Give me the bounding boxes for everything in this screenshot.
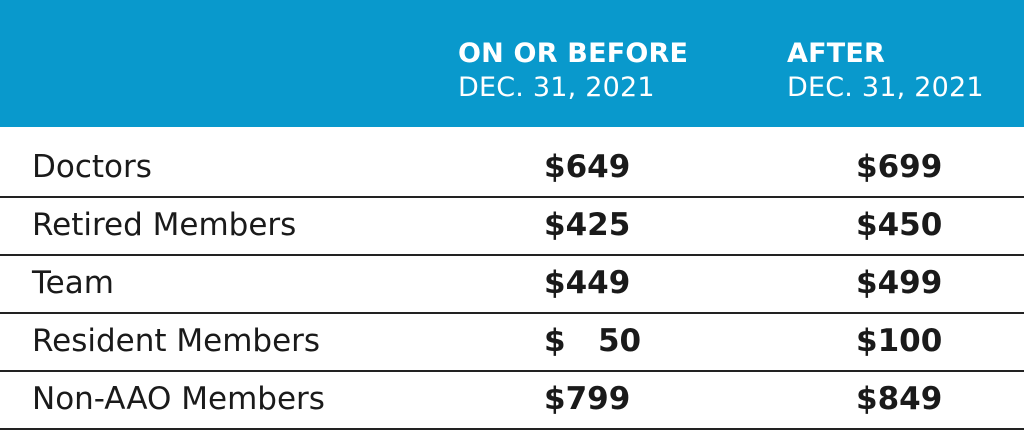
column-header-after-line1: AFTER — [787, 38, 885, 69]
table-row: Team $449 $499 — [0, 254, 1024, 313]
column-header-before-line1: ON OR BEFORE — [458, 38, 689, 69]
row-divider — [0, 428, 1024, 430]
table-row: Non-AAO Members $799 $849 — [0, 370, 1024, 429]
price-before: $425 — [544, 207, 631, 243]
price-before: $449 — [544, 265, 631, 301]
price-after: $849 — [856, 381, 943, 417]
price-before: $ 50 — [544, 323, 642, 359]
price-after: $450 — [856, 207, 943, 243]
price-after: $100 — [856, 323, 943, 359]
row-divider — [0, 312, 1024, 314]
row-label: Resident Members — [32, 323, 321, 359]
column-header-before: ON OR BEFORE DEC. 31, 2021 — [458, 37, 688, 105]
row-label: Doctors — [32, 149, 152, 185]
row-label: Retired Members — [32, 207, 297, 243]
price-after: $699 — [856, 149, 943, 185]
row-label: Team — [32, 265, 114, 301]
price-before: $799 — [544, 381, 631, 417]
row-divider — [0, 370, 1024, 372]
column-header-after: AFTER DEC. 31, 2021 — [787, 37, 984, 105]
row-divider — [0, 254, 1024, 256]
price-after: $499 — [856, 265, 943, 301]
row-label: Non-AAO Members — [32, 381, 325, 417]
column-header-before-line2: DEC. 31, 2021 — [458, 72, 655, 103]
table-row: Retired Members $425 $450 — [0, 196, 1024, 255]
table-row: Doctors $649 $699 — [0, 138, 1024, 197]
column-header-after-line2: DEC. 31, 2021 — [787, 72, 984, 103]
table-row: Resident Members $ 50 $100 — [0, 312, 1024, 371]
table-header: ON OR BEFORE DEC. 31, 2021 AFTER DEC. 31… — [0, 0, 1024, 127]
price-before: $649 — [544, 149, 631, 185]
row-divider — [0, 196, 1024, 198]
